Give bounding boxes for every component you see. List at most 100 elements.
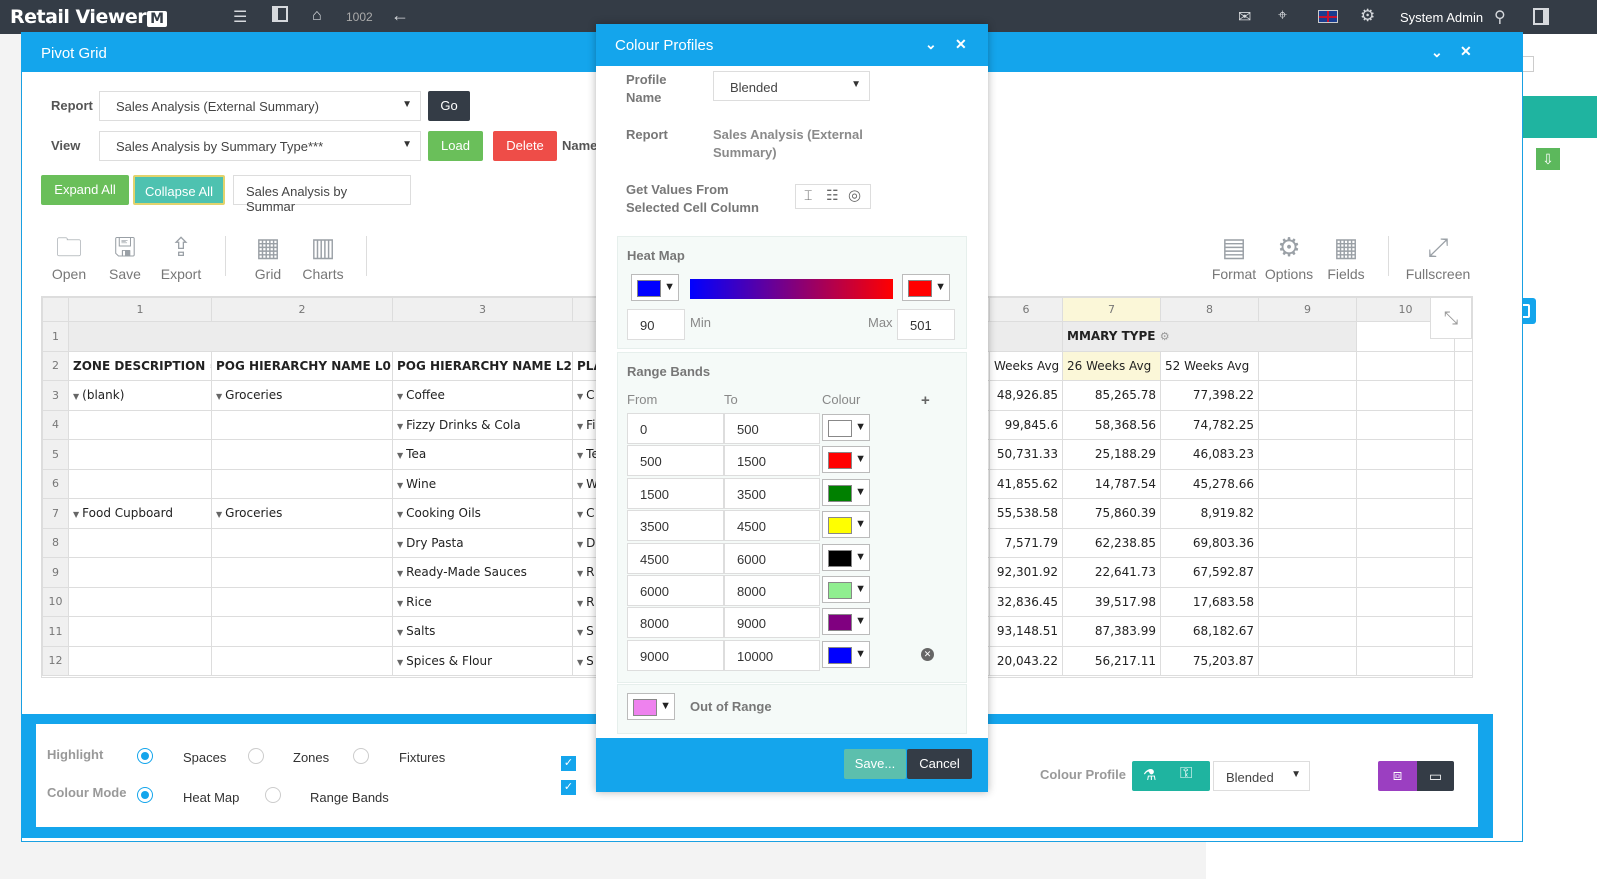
collapse-corner-icon[interactable]: ⤡ [1430, 297, 1472, 339]
cancel-button[interactable]: Cancel [907, 749, 972, 779]
user-name[interactable]: System Admin [1400, 10, 1484, 25]
weeks-avg-cell[interactable]: 48,926.85 [989, 380, 1063, 411]
tag-icon[interactable]: ⌖ [1278, 7, 1288, 24]
l0-cell[interactable] [211, 527, 393, 558]
band-to-input[interactable]: 500 [724, 413, 820, 444]
delete-button[interactable]: Delete [493, 131, 557, 161]
zone-cell[interactable] [68, 439, 212, 470]
weeks-avg-cell[interactable]: 93,148.51 [989, 616, 1063, 647]
fixtures-radio[interactable] [353, 748, 369, 764]
expand-triangle-icon[interactable]: ▼ [577, 510, 584, 520]
checkbox[interactable]: ✓ [561, 756, 576, 771]
expand-triangle-icon[interactable]: ▼ [577, 421, 584, 431]
card-icon[interactable]: ▭ [1417, 761, 1454, 791]
l2-cell[interactable]: ▼ Salts [392, 616, 573, 647]
weeks-avg-cell[interactable]: 92,301.92 [989, 557, 1063, 588]
26-weeks-avg-cell[interactable]: 56,217.11 [1062, 645, 1161, 676]
band-to-input[interactable]: 8000 [724, 575, 820, 606]
remove-band-icon[interactable]: ✕ [921, 648, 934, 661]
52-weeks-avg-cell[interactable]: 45,278.66 [1160, 468, 1259, 499]
key-icon[interactable]: ⚿ [1180, 765, 1193, 782]
52-weeks-avg-cell[interactable]: 67,592.87 [1160, 557, 1259, 588]
user-icon[interactable]: ⚲ [1494, 9, 1506, 26]
band-from-input[interactable]: 1500 [627, 477, 724, 509]
go-button[interactable]: Go [428, 91, 470, 121]
26-weeks-avg-cell[interactable]: 25,188.29 [1062, 439, 1161, 470]
26-weeks-avg-cell[interactable]: 87,383.99 [1062, 616, 1161, 647]
target-icon[interactable]: ◎ [848, 187, 862, 204]
weeks-avg-cell[interactable]: 7,571.79 [989, 527, 1063, 558]
band-colour-picker[interactable]: ▼ [822, 511, 870, 539]
weeks-avg-cell[interactable]: 32,836.45 [989, 586, 1063, 617]
back-arrow-icon[interactable]: ← [391, 5, 409, 25]
band-colour-picker[interactable]: ▼ [822, 576, 870, 603]
zone-cell[interactable] [68, 468, 212, 499]
l2-cell[interactable]: ▼ Coffee [392, 380, 573, 411]
grid-button[interactable]: ▦ Grid [246, 228, 290, 282]
band-colour-picker[interactable]: ▼ [822, 543, 870, 571]
weeks-avg-cell[interactable]: 55,538.58 [989, 498, 1063, 529]
l2-cell[interactable]: ▼ Wine [392, 468, 573, 499]
brand-logo[interactable]: Retail Viewer M [10, 6, 167, 28]
l0-cell[interactable]: ▼ Groceries [211, 498, 393, 529]
band-to-input[interactable]: 9000 [724, 607, 820, 639]
zone-cell[interactable] [68, 557, 212, 588]
download-icon[interactable]: ⇩ [1536, 148, 1560, 170]
expand-triangle-icon[interactable]: ▼ [397, 510, 404, 520]
header-l2[interactable]: POG HIERARCHY NAME L2 ⚙ [392, 350, 573, 381]
open-button[interactable]: 🗀 Open [48, 228, 90, 282]
l0-cell[interactable] [211, 645, 393, 676]
list-icon[interactable]: ☷ [826, 187, 839, 203]
26-weeks-avg-cell[interactable]: 14,787.54 [1062, 468, 1161, 499]
weeks-avg-cell[interactable]: 20,043.22 [989, 645, 1063, 676]
expand-triangle-icon[interactable]: ▼ [397, 480, 404, 490]
l0-cell[interactable] [211, 409, 393, 440]
weeks-avg-cell[interactable]: 41,855.62 [989, 468, 1063, 499]
min-input[interactable]: 90 [627, 309, 685, 340]
max-input[interactable]: 501 [897, 309, 955, 340]
zone-cell[interactable] [68, 409, 212, 440]
l2-cell[interactable]: ▼ Spices & Flour [392, 645, 573, 676]
band-colour-picker[interactable]: ▼ [822, 414, 870, 441]
26-weeks-avg-cell[interactable]: 39,517.98 [1062, 586, 1161, 617]
view-select[interactable]: Sales Analysis by Summary Type*** ▼ [99, 131, 421, 161]
spaces-radio[interactable] [137, 748, 153, 764]
expand-triangle-icon[interactable]: ▼ [397, 392, 404, 402]
cube-icon[interactable]: ⧈ [1378, 761, 1417, 791]
l2-cell[interactable]: ▼ Ready-Made Sauces [392, 557, 573, 588]
expand-triangle-icon[interactable]: ▼ [397, 539, 404, 549]
flag-icon[interactable] [1318, 10, 1338, 23]
band-from-input[interactable]: 6000 [627, 575, 724, 606]
52-weeks-avg-cell[interactable]: 77,398.22 [1160, 380, 1259, 411]
heat-min-colour-picker[interactable]: ▼ [631, 274, 679, 301]
checkbox[interactable]: ✓ [561, 780, 576, 795]
weeks-avg-cell[interactable]: 50,731.33 [989, 439, 1063, 470]
profile-name-select[interactable]: Blended ▼ [713, 71, 870, 101]
expand-triangle-icon[interactable]: ▼ [216, 392, 223, 402]
add-band-icon[interactable]: + [921, 392, 930, 409]
header-weeks-avg[interactable]: Weeks Avg [989, 350, 1063, 381]
l2-cell[interactable]: ▼ Tea [392, 439, 573, 470]
out-of-range-colour-picker[interactable]: ▼ [627, 693, 675, 720]
weeks-avg-cell[interactable]: 99,845.6 [989, 409, 1063, 440]
band-colour-picker[interactable]: ▼ [822, 608, 870, 636]
band-colour-picker[interactable]: ▼ [822, 640, 870, 668]
expand-triangle-icon[interactable]: ▼ [397, 451, 404, 461]
collapse-all-button[interactable]: Collapse All [133, 175, 225, 205]
band-from-input[interactable]: 4500 [627, 542, 724, 574]
range-bands-radio[interactable] [265, 787, 281, 803]
expand-triangle-icon[interactable]: ▼ [73, 392, 80, 402]
52-weeks-avg-cell[interactable]: 8,919.82 [1160, 498, 1259, 529]
expand-triangle-icon[interactable]: ▼ [397, 628, 404, 638]
expand-triangle-icon[interactable]: ▼ [216, 510, 223, 520]
l2-cell[interactable]: ▼ Dry Pasta [392, 527, 573, 558]
collapse-icon[interactable]: ⌄ [1431, 44, 1443, 60]
band-from-input[interactable]: 3500 [627, 510, 724, 542]
header-52-weeks-avg[interactable]: 52 Weeks Avg [1160, 350, 1259, 381]
heat-map-radio[interactable] [137, 787, 153, 803]
store-icon[interactable]: ⌂ [312, 7, 322, 24]
expand-triangle-icon[interactable]: ▼ [397, 598, 404, 608]
gear-icon[interactable]: ⚙ [210, 360, 211, 373]
brush-icon[interactable]: ⚗ [1143, 767, 1157, 784]
expand-triangle-icon[interactable]: ▼ [577, 657, 584, 667]
